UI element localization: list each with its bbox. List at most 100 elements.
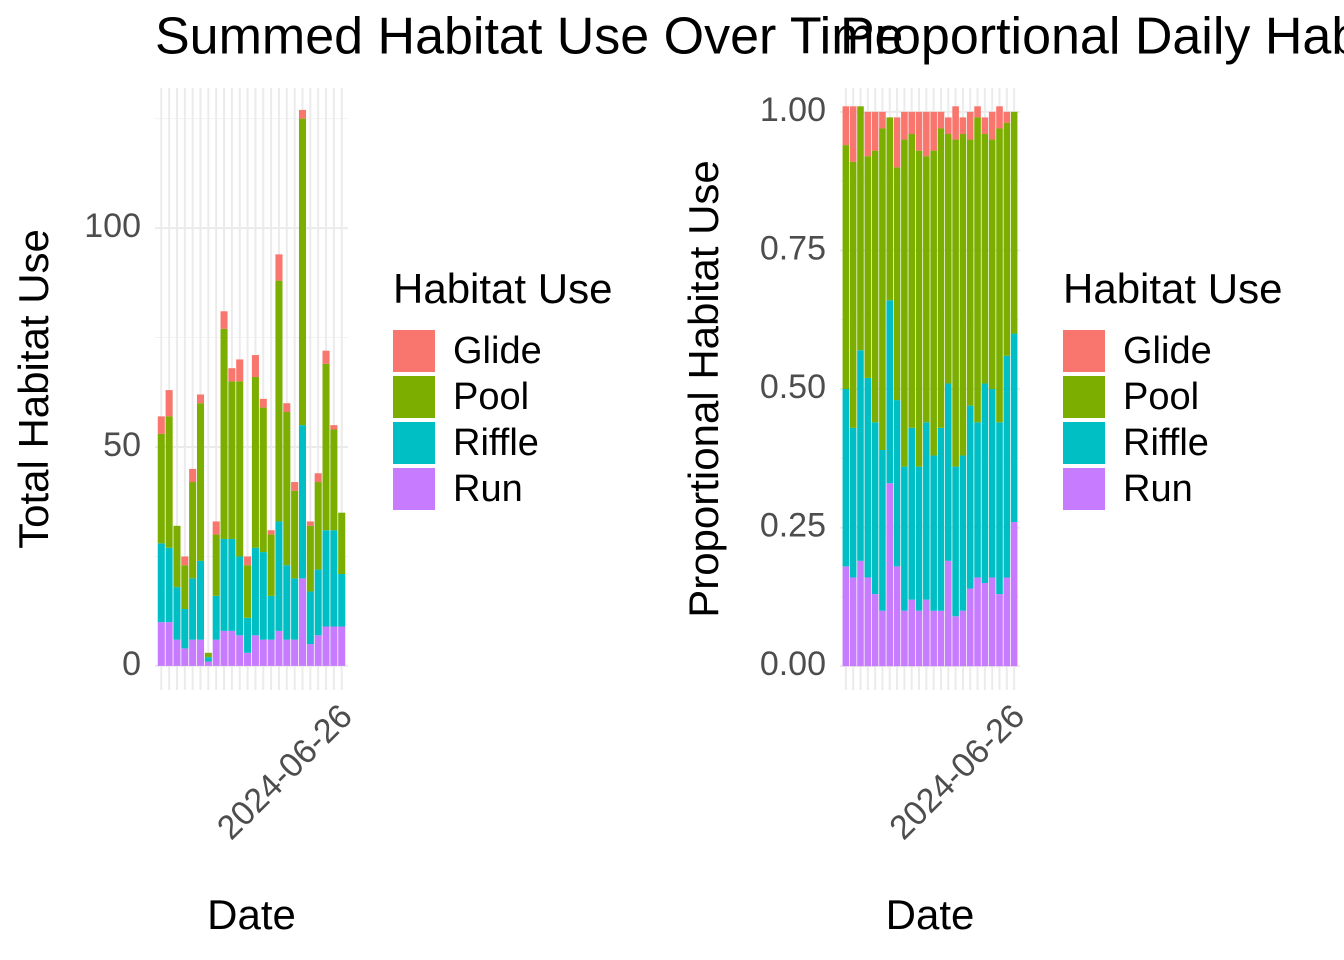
bar-segment <box>871 150 879 423</box>
bar-segment <box>966 111 974 140</box>
legend-key <box>1063 422 1105 464</box>
bar-segment <box>291 639 299 666</box>
bar-segment <box>236 381 244 557</box>
bar-segment <box>893 566 901 667</box>
bar-segment <box>908 134 915 428</box>
bar-segment <box>849 106 857 162</box>
bar-segment <box>930 111 937 151</box>
bar-segment <box>930 150 937 456</box>
legend-key <box>393 330 435 372</box>
legend-label: Run <box>453 468 523 510</box>
y-tick-label: 100 <box>84 207 141 245</box>
bar-segment <box>901 466 908 611</box>
bar-segment <box>212 521 220 535</box>
bar-segment <box>923 422 930 600</box>
bar-segment <box>937 111 945 129</box>
bar-segment <box>338 512 346 574</box>
bar-segment <box>228 368 236 382</box>
bar-segment <box>157 416 165 434</box>
bar-segment <box>857 560 864 667</box>
bar-segment <box>275 521 283 631</box>
legend-label: Pool <box>453 376 529 418</box>
bar-segment <box>842 106 850 146</box>
bar-segment <box>251 355 259 377</box>
bar-segment <box>251 547 259 636</box>
bar-segment <box>228 381 236 539</box>
legend-label: Glide <box>453 330 542 372</box>
legend-label: Pool <box>1123 376 1199 418</box>
bar-segment <box>981 134 989 384</box>
bar-segment <box>923 156 930 423</box>
bar-segment <box>930 455 937 611</box>
bar-segment <box>330 530 338 627</box>
bar-segment <box>283 639 291 666</box>
bar-segment <box>974 577 981 667</box>
bar-segment <box>959 610 967 667</box>
legend-key <box>393 422 435 464</box>
y-axis-title: Proportional Habitat Use <box>680 160 727 618</box>
bar-segment <box>212 534 220 596</box>
bar-segment <box>857 350 864 561</box>
bar-segment <box>952 466 959 617</box>
bar-segment <box>173 525 181 588</box>
bar-segment <box>996 106 1003 129</box>
bar-segment <box>181 556 189 566</box>
chart-title: Proportional Daily Habitat Use <box>840 8 1344 66</box>
bar-segment <box>322 363 330 531</box>
bar-segment <box>306 644 314 666</box>
bar-segment <box>244 565 252 618</box>
bar-segment <box>251 635 259 666</box>
bar-segment <box>915 610 923 667</box>
bar-segment <box>886 117 894 301</box>
bar-segment <box>915 111 923 151</box>
y-axis-title: Total Habitat Use <box>10 229 57 549</box>
bar-segment <box>181 609 189 649</box>
bar-segment <box>322 350 330 364</box>
bar-segment <box>857 106 864 351</box>
bar-segment <box>1003 577 1011 667</box>
bar-segment <box>974 117 981 423</box>
bar-segment <box>893 167 901 401</box>
x-axis-title: Date <box>207 891 296 938</box>
bar-segment <box>306 525 314 592</box>
bar-segment <box>849 161 857 428</box>
legend-key <box>393 376 435 418</box>
chart-title: Summed Habitat Use Over Time <box>155 8 903 66</box>
bar-segment <box>879 449 886 611</box>
bar-segment <box>937 128 945 428</box>
bar-segment <box>988 577 996 667</box>
bar-segment <box>165 547 173 623</box>
bar-segment <box>849 427 857 578</box>
y-tick-label: 1.00 <box>760 91 826 129</box>
bar-segment <box>923 111 930 157</box>
bar-segment <box>322 626 330 666</box>
bar-segment <box>974 106 981 118</box>
bar-segment <box>196 639 205 666</box>
legend-title: Habitat Use <box>1063 265 1282 312</box>
bar-segment <box>959 134 967 456</box>
bar-segment <box>945 383 952 561</box>
bar-segment <box>267 639 275 666</box>
bar-segment <box>157 543 165 623</box>
bar-segment <box>212 595 220 640</box>
bar-segment <box>886 483 894 667</box>
bar-segment <box>298 578 307 666</box>
bar-segment <box>236 635 244 666</box>
bar-segment <box>314 569 322 636</box>
bar-segment <box>945 560 952 667</box>
bar-segment <box>189 578 197 640</box>
bar-segment <box>937 610 945 667</box>
bar-segment <box>842 145 850 389</box>
bar-segment <box>981 583 989 667</box>
bar-segment <box>338 573 346 627</box>
bar-segment <box>322 530 330 627</box>
bar-segment <box>981 383 989 584</box>
y-tick-label: 0.25 <box>760 507 826 545</box>
bar-segment <box>275 280 283 522</box>
legend-key <box>393 468 435 510</box>
bar-segment <box>291 490 299 579</box>
bar-segment <box>952 616 959 667</box>
bar-segment <box>871 422 879 595</box>
